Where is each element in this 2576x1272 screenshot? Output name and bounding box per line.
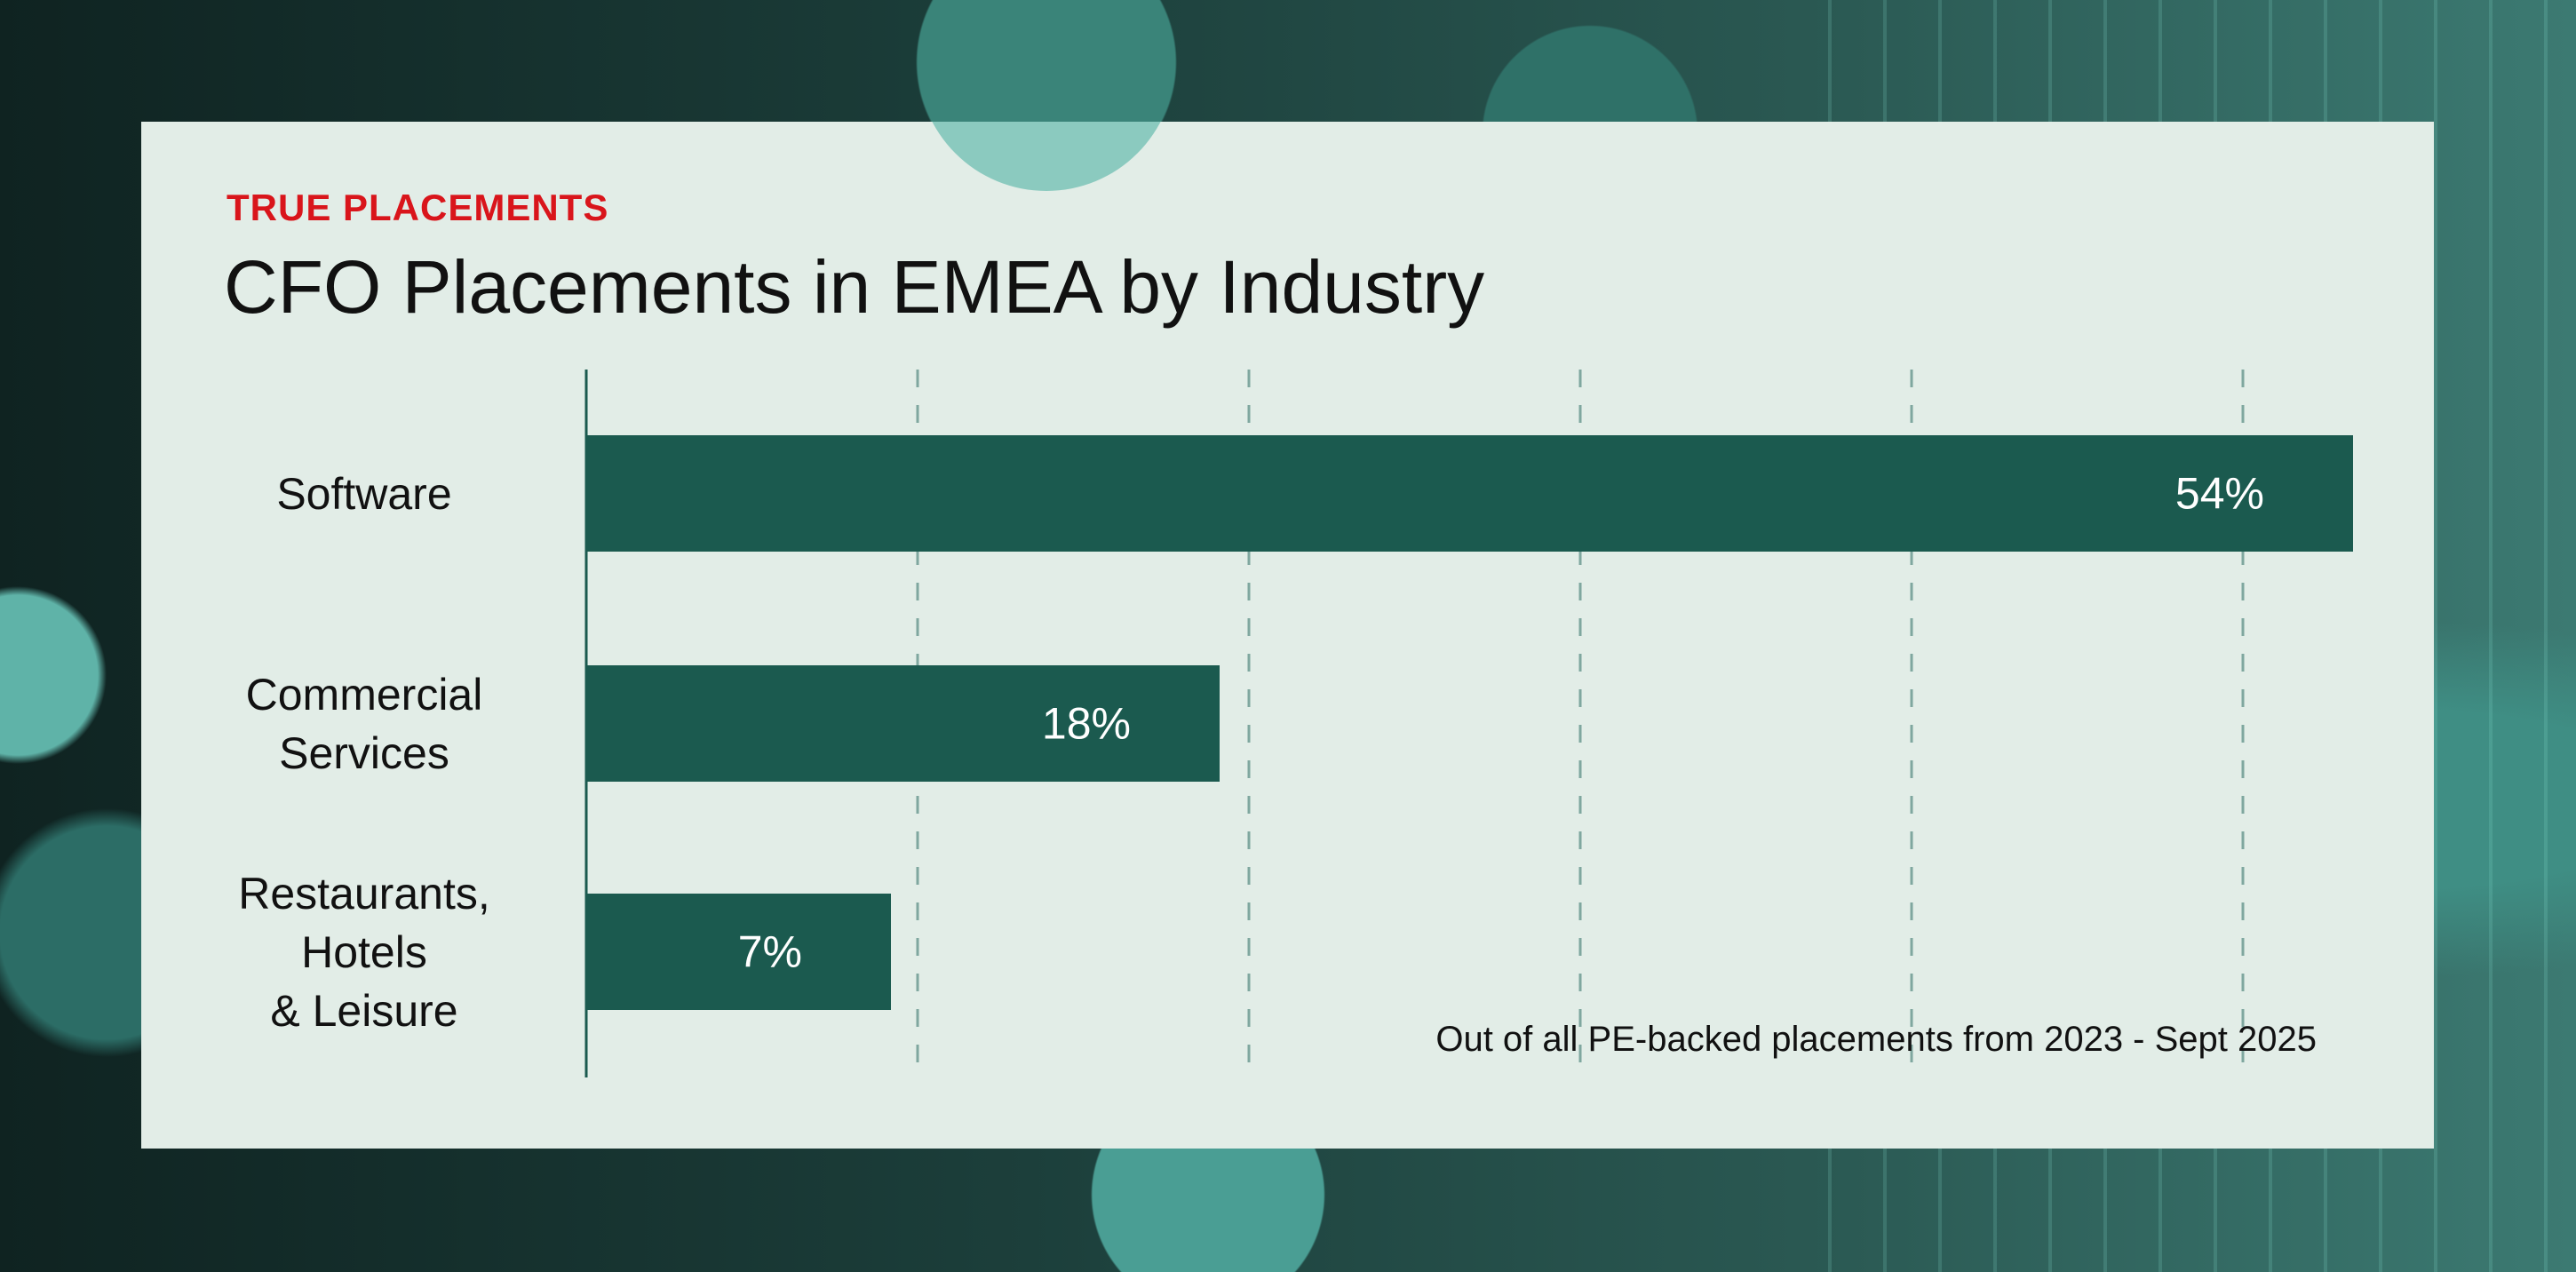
chart-title: CFO Placements in EMEA by Industry [224, 245, 1485, 329]
category-label-line: Software [276, 468, 452, 519]
data-label: 18% [1042, 699, 1131, 749]
category-label-line: Services [279, 727, 449, 778]
category-label-line: & Leisure [270, 985, 458, 1036]
category-label-line: Commercial [245, 669, 483, 719]
category-label: Restaurants, Hotels & Leisure [187, 864, 542, 1040]
chart-card [141, 122, 2434, 1149]
bar-restaurants-hotels-leisure [586, 894, 891, 1010]
footnote: Out of all PE-backed placements from 202… [1435, 1020, 2317, 1059]
data-label: 7% [738, 927, 802, 977]
kicker-label: TRUE PLACEMENTS [227, 187, 609, 228]
category-label: Software [187, 465, 542, 523]
category-label-line: Hotels [301, 926, 427, 977]
data-label: 54% [2175, 469, 2264, 519]
bar-commercial-services [586, 665, 1220, 782]
category-label-line: Restaurants, [238, 868, 490, 918]
category-label: Commercial Services [187, 665, 542, 783]
bar-software [586, 435, 2353, 552]
